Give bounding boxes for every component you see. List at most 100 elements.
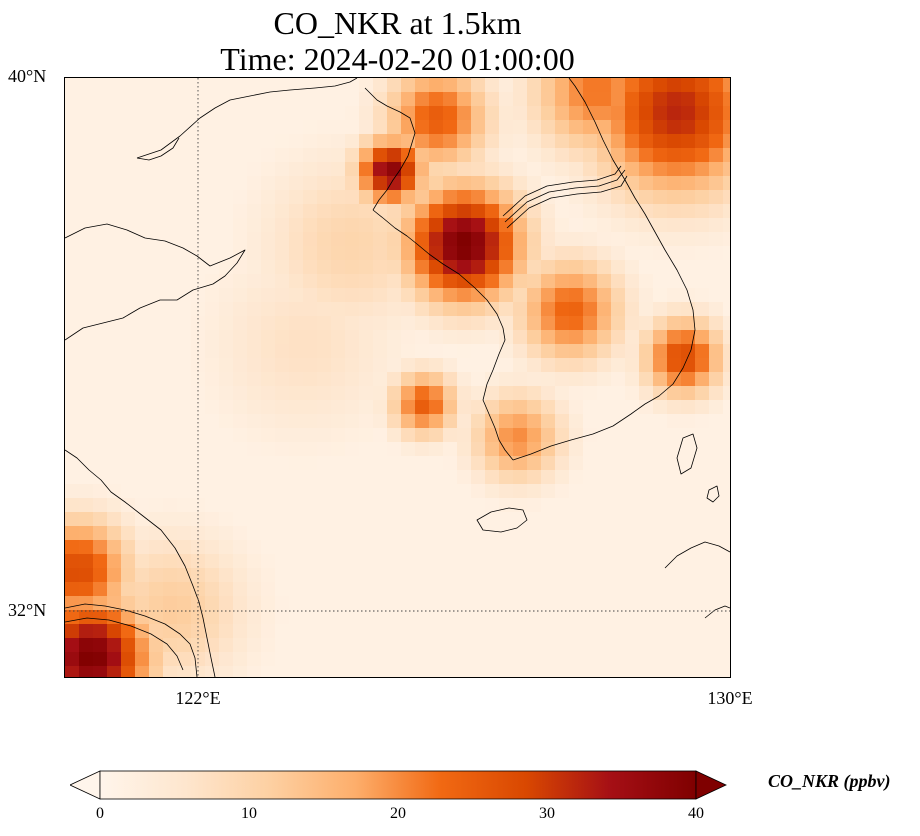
field-cell: [681, 106, 696, 121]
field-cell: [387, 120, 402, 135]
field-cell: [625, 582, 640, 597]
field-cell: [121, 246, 136, 261]
field-cell: [415, 512, 430, 527]
field-cell: [93, 624, 108, 639]
field-cell: [485, 470, 500, 485]
field-cell: [695, 372, 710, 387]
field-cell: [667, 316, 682, 331]
field-cell: [345, 484, 360, 499]
field-cell: [303, 162, 318, 177]
field-cell: [247, 78, 262, 93]
field-cell: [107, 526, 122, 541]
field-cell: [163, 568, 178, 583]
field-cell: [331, 512, 346, 527]
field-cell: [275, 204, 290, 219]
field-cell: [597, 540, 612, 555]
field-cell: [121, 428, 136, 443]
field-cell: [695, 624, 710, 639]
field-cell: [583, 288, 598, 303]
field-cell: [709, 120, 724, 135]
field-cell: [373, 232, 388, 247]
field-cell: [317, 120, 332, 135]
field-cell: [583, 204, 598, 219]
field-cell: [443, 176, 458, 191]
field-cell: [653, 428, 668, 443]
field-cell: [93, 232, 108, 247]
field-cell: [415, 498, 430, 513]
field-cell: [485, 400, 500, 415]
field-cell: [247, 204, 262, 219]
field-cell: [135, 162, 150, 177]
field-cell: [345, 540, 360, 555]
field-cell: [639, 652, 654, 667]
field-cell: [359, 386, 374, 401]
field-cell: [247, 386, 262, 401]
field-cell: [401, 526, 416, 541]
field-cell: [541, 372, 556, 387]
field-cell: [695, 442, 710, 457]
field-cell: [387, 498, 402, 513]
field-cell: [205, 176, 220, 191]
field-cell: [373, 540, 388, 555]
field-cell: [163, 134, 178, 149]
field-cell: [289, 260, 304, 275]
field-cell: [443, 540, 458, 555]
field-cell: [275, 260, 290, 275]
field-cell: [93, 358, 108, 373]
field-cell: [611, 498, 626, 513]
field-cell: [317, 316, 332, 331]
field-cell: [247, 568, 262, 583]
field-cell: [401, 134, 416, 149]
field-cell: [149, 344, 164, 359]
field-cell: [485, 624, 500, 639]
field-cell: [639, 498, 654, 513]
field-cell: [541, 78, 556, 93]
field-cell: [303, 148, 318, 163]
field-cell: [289, 78, 304, 93]
field-cell: [611, 512, 626, 527]
field-cell: [275, 162, 290, 177]
field-cell: [219, 330, 234, 345]
field-cell: [471, 484, 486, 499]
field-cell: [205, 106, 220, 121]
field-cell: [541, 414, 556, 429]
field-cell: [597, 204, 612, 219]
field-cell: [233, 526, 248, 541]
field-cell: [107, 568, 122, 583]
field-cell: [667, 274, 682, 289]
field-cell: [485, 92, 500, 107]
field-cell: [275, 512, 290, 527]
field-cell: [415, 204, 430, 219]
field-cell: [345, 344, 360, 359]
field-cell: [65, 232, 80, 247]
field-cell: [261, 414, 276, 429]
colorbar-tick-0: 0: [96, 805, 104, 822]
field-cell: [499, 148, 514, 163]
field-cell: [429, 358, 444, 373]
field-cell: [527, 470, 542, 485]
field-cell: [611, 204, 626, 219]
field-cell: [429, 428, 444, 443]
field-cell: [261, 456, 276, 471]
field-cell: [653, 190, 668, 205]
field-cell: [457, 596, 472, 611]
field-cell: [373, 456, 388, 471]
field-cell: [359, 358, 374, 373]
field-cell: [233, 498, 248, 513]
field-cell: [667, 414, 682, 429]
field-cell: [457, 428, 472, 443]
field-cell: [723, 582, 730, 597]
field-cell: [471, 638, 486, 653]
field-cell: [121, 554, 136, 569]
field-cell: [359, 232, 374, 247]
field-cell: [261, 442, 276, 457]
field-cell: [233, 190, 248, 205]
field-cell: [177, 204, 192, 219]
field-cell: [681, 260, 696, 275]
field-cell: [667, 162, 682, 177]
field-cell: [149, 526, 164, 541]
field-cell: [723, 92, 730, 107]
coastline-japan-2: [704, 605, 730, 619]
field-cell: [625, 414, 640, 429]
field-cell: [695, 470, 710, 485]
